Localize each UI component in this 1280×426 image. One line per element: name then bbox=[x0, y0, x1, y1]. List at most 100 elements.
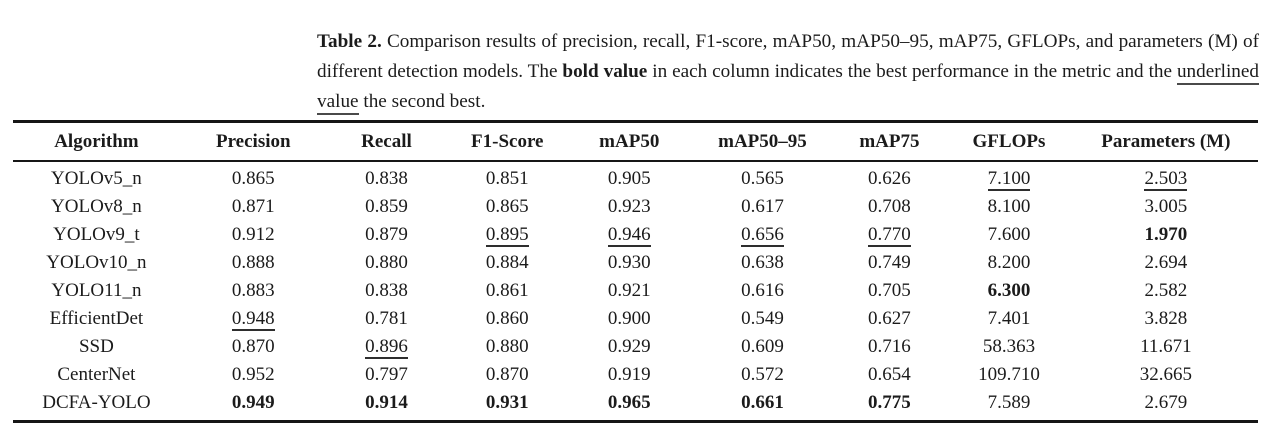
value-text: 0.749 bbox=[868, 252, 911, 273]
value-text: 3.005 bbox=[1144, 196, 1188, 217]
metric-cell: 7.100 bbox=[944, 161, 1073, 193]
value-text: 0.638 bbox=[741, 252, 784, 273]
metric-cell: 2.582 bbox=[1074, 277, 1258, 305]
value-text: 0.883 bbox=[231, 280, 275, 301]
table-row: EfficientDet 0.948 0.781 0.860 0.900 0.549 0.6… bbox=[13, 305, 1258, 333]
value-text: 109.710 bbox=[978, 364, 1040, 385]
metric-cell: 0.549 bbox=[690, 305, 834, 333]
best-value: 0.949 bbox=[231, 392, 275, 413]
table-row: CenterNet 0.952 0.797 0.870 0.919 0.572 0.654 1… bbox=[13, 361, 1258, 389]
value-text: 0.930 bbox=[607, 252, 651, 273]
algorithm-cell: YOLOv10_n bbox=[13, 249, 180, 277]
second-best-value: 0.946 bbox=[607, 224, 651, 247]
value-text: 0.912 bbox=[231, 224, 275, 245]
value-text: YOLOv5_n bbox=[51, 168, 142, 189]
metric-cell: 0.880 bbox=[327, 249, 447, 277]
metric-cell: 0.884 bbox=[446, 249, 568, 277]
value-text: YOLO11_n bbox=[51, 280, 142, 301]
column-header: mAP75 bbox=[834, 121, 945, 162]
value-text: YOLOv9_t bbox=[53, 224, 140, 245]
value-text: 0.865 bbox=[485, 196, 529, 217]
algorithm-cell: EfficientDet bbox=[13, 305, 180, 333]
metric-cell: 0.770 bbox=[835, 221, 945, 249]
metric-cell: 0.929 bbox=[568, 333, 690, 361]
metric-cell: 3.828 bbox=[1074, 305, 1258, 333]
metric-cell: 0.880 bbox=[446, 333, 568, 361]
value-text: 0.609 bbox=[741, 336, 784, 357]
column-header: Precision bbox=[179, 121, 327, 162]
value-text: 11.671 bbox=[1140, 336, 1192, 357]
metric-cell: 11.671 bbox=[1074, 333, 1258, 361]
metric-cell: 0.609 bbox=[690, 333, 834, 361]
caption-text: the second best. bbox=[358, 91, 486, 113]
value-text: 7.600 bbox=[987, 224, 1031, 245]
metric-cell: 7.589 bbox=[944, 389, 1073, 422]
value-text: 8.100 bbox=[987, 196, 1031, 217]
second-best-value: 2.503 bbox=[1144, 168, 1188, 191]
value-text: SSD bbox=[78, 336, 114, 357]
table-row: DCFA-YOLO 0.949 0.914 0.931 0.965 0.661 0.775 7… bbox=[13, 389, 1258, 422]
metric-cell: 0.775 bbox=[835, 389, 945, 422]
metric-cell: 0.781 bbox=[327, 305, 447, 333]
column-header: GFLOPs bbox=[944, 121, 1074, 162]
value-text: 0.838 bbox=[365, 280, 408, 301]
metric-cell: 0.654 bbox=[835, 361, 945, 389]
algorithm-cell: YOLOv5_n bbox=[13, 161, 180, 193]
value-text: 0.919 bbox=[607, 364, 651, 385]
value-text: 0.627 bbox=[868, 308, 911, 329]
value-text: 58.363 bbox=[982, 336, 1036, 357]
caption-table-label: Table 2. bbox=[317, 31, 382, 53]
value-text: 0.851 bbox=[485, 168, 529, 189]
value-text: 0.860 bbox=[485, 308, 529, 329]
metric-cell: 0.638 bbox=[690, 249, 834, 277]
metric-cell: 0.749 bbox=[835, 249, 945, 277]
algorithm-cell: YOLOv8_n bbox=[13, 193, 180, 221]
table-row: YOLOv10_n 0.888 0.880 0.884 0.930 0.638 0.749 8… bbox=[13, 249, 1258, 277]
metric-cell: 0.565 bbox=[690, 161, 834, 193]
value-text: 0.838 bbox=[365, 168, 408, 189]
metric-cell: 0.931 bbox=[446, 389, 568, 422]
caption-text: Comparison results of precision, recall,… bbox=[317, 31, 1259, 83]
value-text: 3.828 bbox=[1144, 308, 1188, 329]
metric-cell: 7.401 bbox=[944, 305, 1073, 333]
algorithm-cell: CenterNet bbox=[13, 361, 180, 389]
value-text: YOLOv10_n bbox=[46, 252, 147, 273]
metric-cell: 0.616 bbox=[690, 277, 834, 305]
value-text: 0.572 bbox=[741, 364, 784, 385]
metric-cell: 0.851 bbox=[446, 161, 568, 193]
metric-cell: 0.896 bbox=[327, 333, 447, 361]
metric-cell: 0.861 bbox=[446, 277, 568, 305]
value-text: DCFA-YOLO bbox=[42, 392, 151, 413]
value-text: 0.708 bbox=[868, 196, 911, 217]
value-text: CenterNet bbox=[57, 364, 136, 385]
best-value: 0.931 bbox=[485, 392, 529, 413]
best-value: 0.965 bbox=[607, 392, 651, 413]
best-value: 0.914 bbox=[365, 392, 408, 413]
metric-cell: 0.952 bbox=[180, 361, 327, 389]
algorithm-cell: SSD bbox=[13, 333, 180, 361]
metric-cell: 0.965 bbox=[568, 389, 690, 422]
table-body: YOLOv5_n 0.865 0.838 0.851 0.905 0.565 0.626 7.… bbox=[13, 161, 1258, 422]
metric-cell: 2.694 bbox=[1074, 249, 1258, 277]
value-text: 2.679 bbox=[1144, 392, 1188, 413]
metric-cell: 0.946 bbox=[568, 221, 690, 249]
metric-cell: 8.100 bbox=[944, 193, 1073, 221]
value-text: 0.797 bbox=[365, 364, 408, 385]
metric-cell: 0.919 bbox=[568, 361, 690, 389]
value-text: 0.921 bbox=[607, 280, 651, 301]
metric-cell: 0.626 bbox=[835, 161, 945, 193]
value-text: 0.865 bbox=[231, 168, 275, 189]
second-best-value: 0.770 bbox=[868, 224, 911, 247]
value-text: 0.929 bbox=[607, 336, 651, 357]
metric-cell: 0.912 bbox=[180, 221, 327, 249]
metric-cell: 0.572 bbox=[690, 361, 834, 389]
metric-cell: 0.883 bbox=[180, 277, 327, 305]
metric-cell: 7.600 bbox=[944, 221, 1073, 249]
metric-cell: 0.617 bbox=[690, 193, 834, 221]
second-best-value: 7.100 bbox=[987, 168, 1031, 191]
value-text: 0.705 bbox=[868, 280, 911, 301]
best-value: 1.970 bbox=[1144, 224, 1188, 245]
value-text: 0.905 bbox=[607, 168, 651, 189]
caption-text: in each column indicates the best perfor… bbox=[647, 61, 1177, 83]
value-text: 0.880 bbox=[485, 336, 529, 357]
